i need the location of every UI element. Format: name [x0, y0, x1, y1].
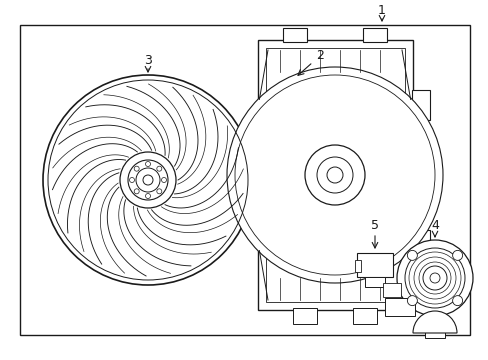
Circle shape [120, 152, 176, 208]
Bar [424, 316, 444, 338]
Circle shape [134, 189, 139, 194]
Circle shape [422, 266, 446, 290]
Circle shape [305, 145, 364, 205]
Bar [265, 48, 404, 302]
Circle shape [316, 157, 352, 193]
Circle shape [452, 296, 462, 306]
Bar [354, 260, 360, 272]
Circle shape [128, 160, 168, 200]
Circle shape [452, 250, 462, 260]
Text: 3: 3 [144, 54, 152, 67]
Bar [283, 28, 306, 42]
Bar [411, 230, 429, 260]
Bar [20, 25, 469, 335]
Text: 2: 2 [315, 49, 323, 62]
Circle shape [157, 166, 162, 171]
Circle shape [161, 177, 166, 183]
Circle shape [43, 75, 252, 285]
Text: 4: 4 [430, 219, 438, 231]
Bar [384, 298, 414, 316]
Text: 1: 1 [377, 4, 385, 17]
Bar [364, 277, 384, 287]
Circle shape [326, 167, 342, 183]
Bar [411, 90, 429, 120]
Circle shape [142, 175, 153, 185]
Circle shape [396, 240, 472, 316]
Circle shape [157, 189, 162, 194]
Bar [292, 308, 316, 324]
Circle shape [226, 67, 442, 283]
Text: 5: 5 [370, 219, 378, 231]
Bar [352, 308, 376, 324]
Circle shape [145, 194, 150, 198]
Bar [362, 28, 386, 42]
Bar [382, 283, 400, 297]
Circle shape [145, 162, 150, 166]
Circle shape [407, 250, 417, 260]
Bar [258, 40, 412, 310]
Circle shape [136, 168, 160, 192]
Wedge shape [412, 311, 456, 333]
Circle shape [129, 177, 134, 183]
Circle shape [429, 273, 439, 283]
Circle shape [134, 166, 139, 171]
Bar [356, 253, 392, 277]
Circle shape [407, 296, 417, 306]
